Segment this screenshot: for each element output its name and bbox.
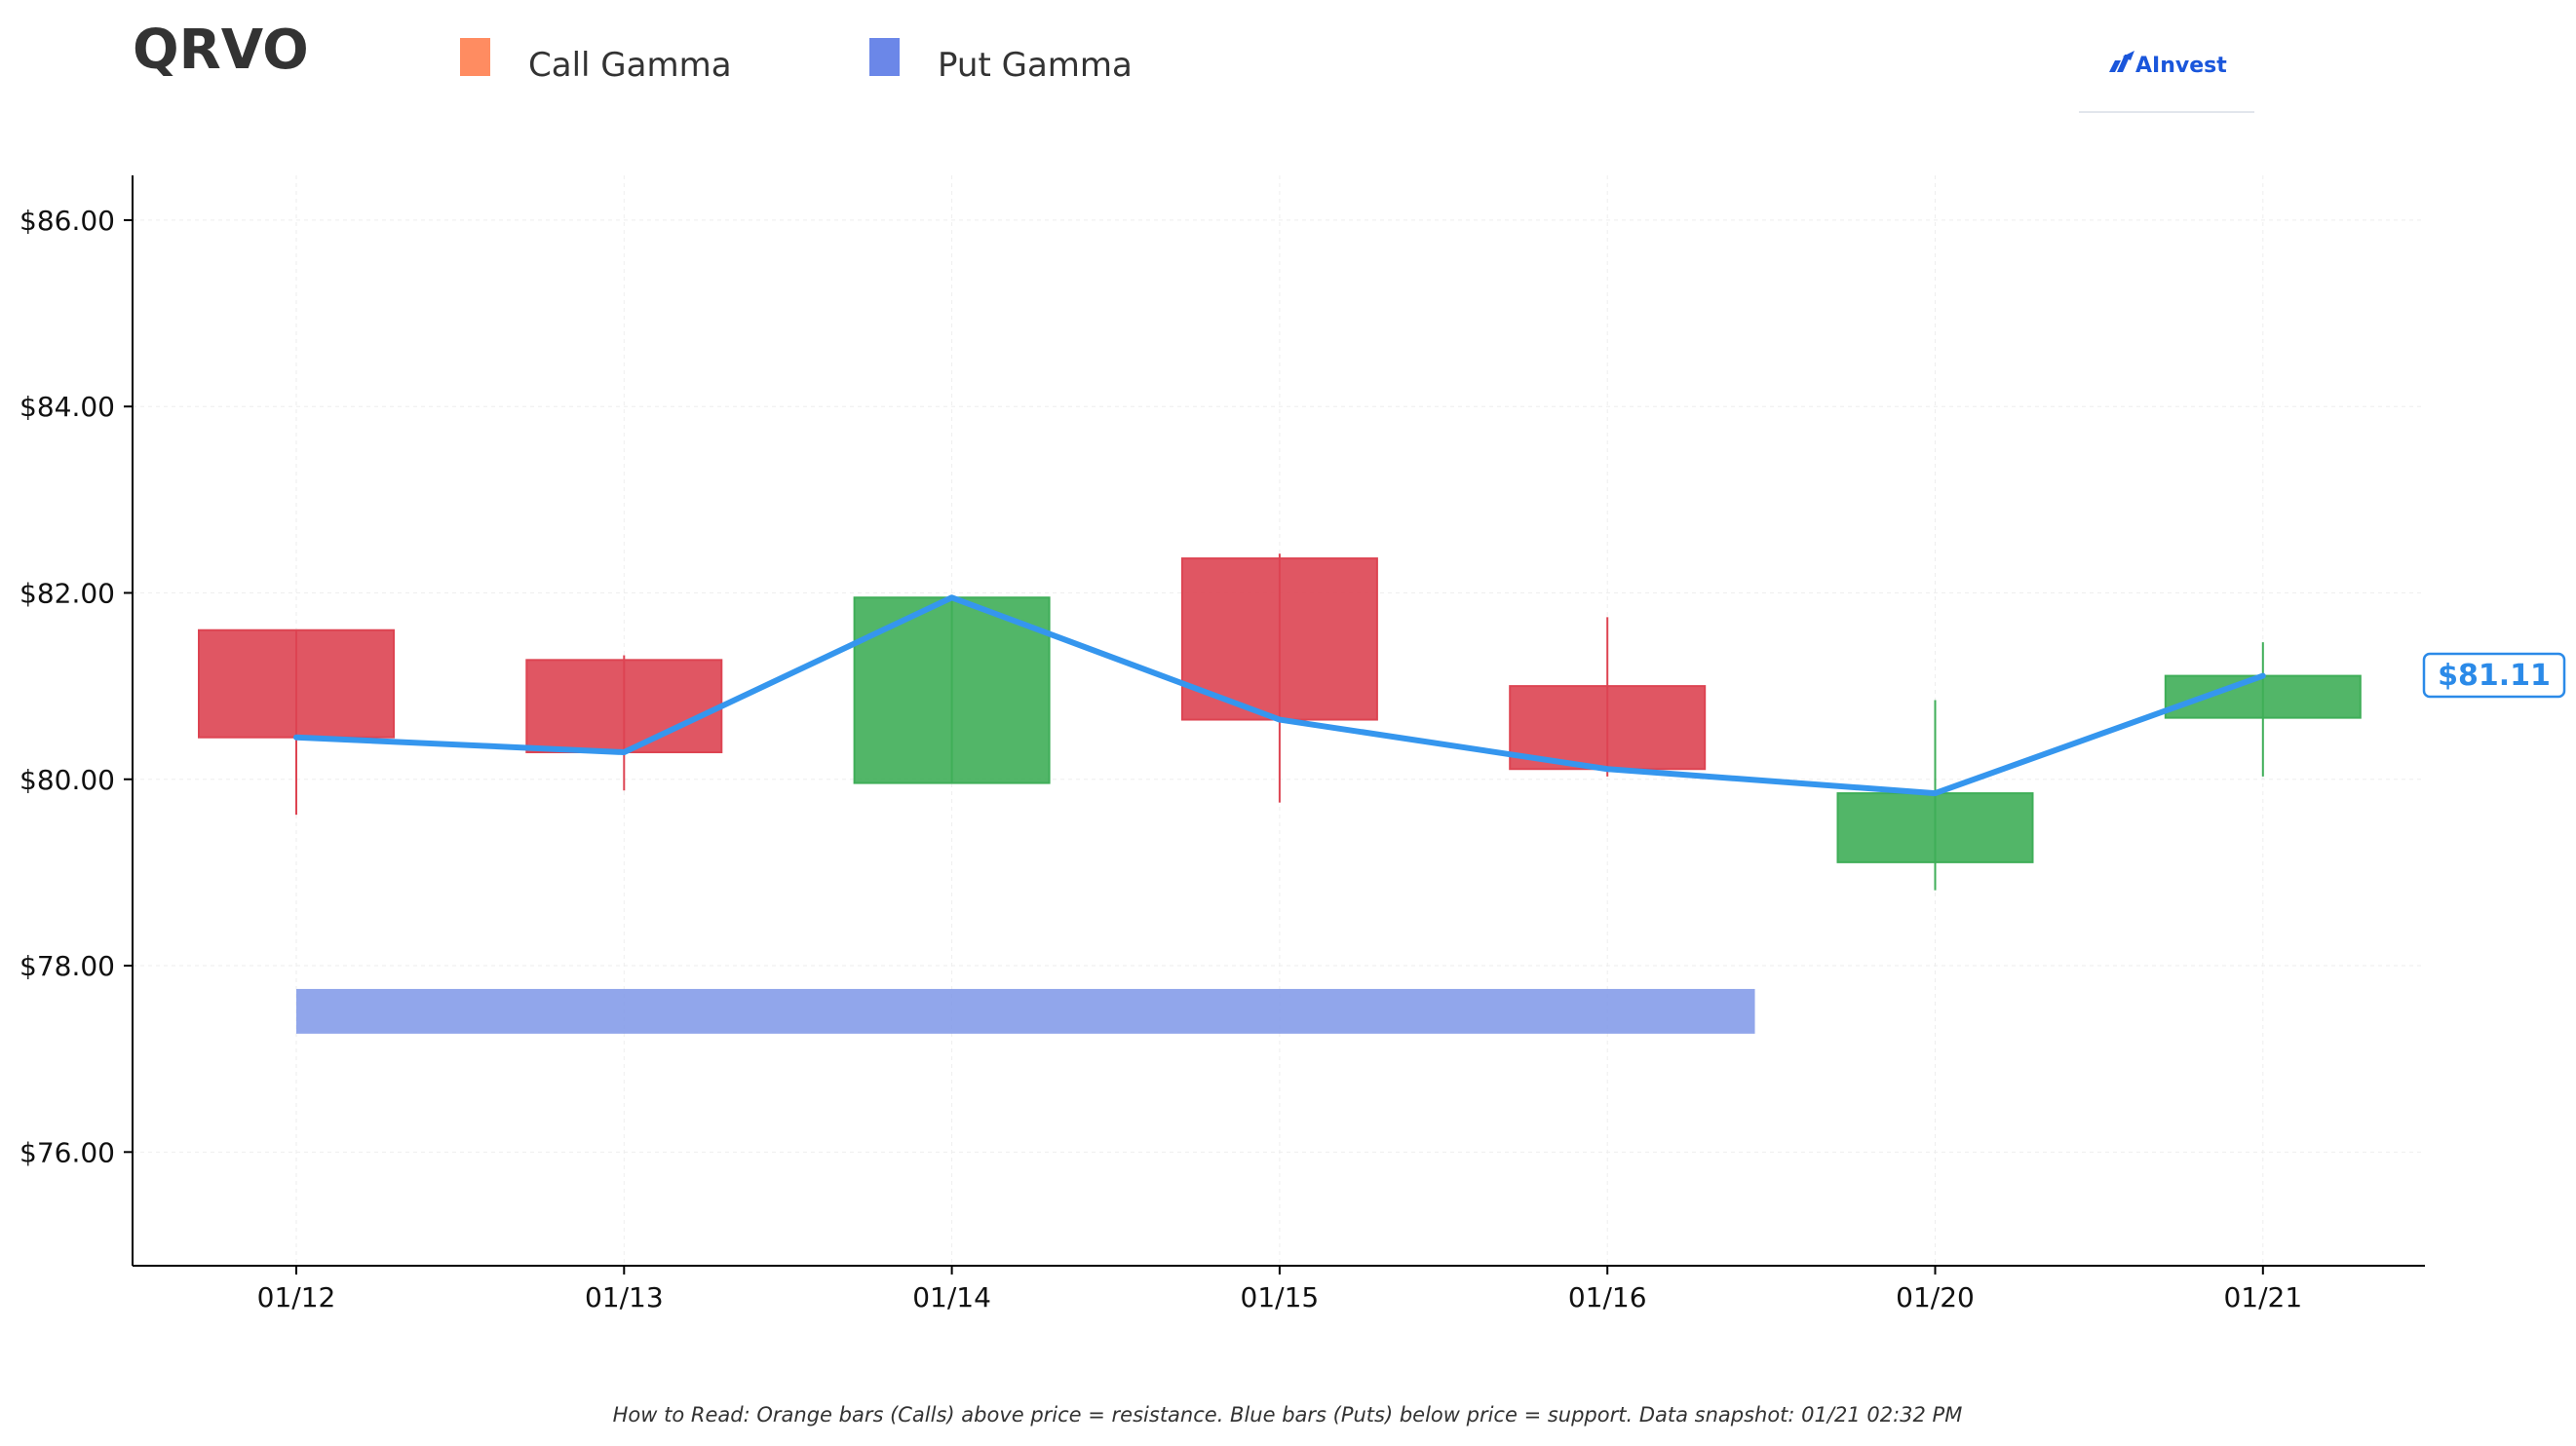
candle-body	[198, 628, 395, 739]
current-price-tag: $81.11	[2422, 652, 2566, 699]
brand-logo: AInvest	[2079, 51, 2254, 113]
close-line	[293, 594, 2266, 797]
candle-body	[1836, 792, 2034, 863]
candle-01-16	[1509, 617, 1707, 777]
ticker-title: QRVO	[133, 19, 309, 82]
put-gamma-legend-label: Put Gamma	[938, 46, 1133, 85]
y-tick-label: $80.00	[19, 764, 115, 796]
candle-body	[525, 659, 723, 754]
candle-body	[1509, 685, 1707, 771]
x-tick-label: 01/14	[912, 1281, 991, 1313]
candle-01-21	[2164, 642, 2362, 777]
x-tick-label: 01/21	[2223, 1281, 2302, 1313]
x-tick-label: 01/12	[257, 1281, 336, 1313]
x-tick-label: 01/13	[585, 1281, 664, 1313]
brand-name: AInvest	[2135, 54, 2227, 78]
close-price-line	[293, 594, 2266, 797]
x-tick-label: 01/15	[1241, 1281, 1320, 1313]
y-tick-label: $82.00	[19, 577, 115, 609]
legend: Call Gamma Put Gamma	[460, 38, 1133, 85]
put-gamma-zones	[296, 988, 1755, 1034]
candle-body	[2164, 674, 2362, 719]
candlesticks	[198, 553, 2362, 891]
candle-01-13	[525, 655, 723, 791]
x-tick-label: 01/20	[1896, 1281, 1975, 1313]
y-tick-label: $84.00	[19, 391, 115, 423]
put-gamma-bar	[296, 988, 1755, 1034]
candle-01-15	[1180, 553, 1378, 803]
tick-labels: $76.00 $78.00 $80.00 $82.00 $84.00 $86.00 01/1…	[19, 205, 2302, 1313]
footnote: How to Read: Orange bars (Calls) above p…	[613, 1403, 1963, 1427]
candle-01-12	[198, 628, 395, 816]
y-tick-label: $78.00	[19, 950, 115, 982]
put-gamma-legend-swatch	[869, 38, 900, 76]
call-gamma-legend-label: Call Gamma	[528, 46, 732, 85]
current-price-label: $81.11	[2438, 659, 2551, 693]
ainvest-logo-icon	[2109, 51, 2134, 72]
x-tick-label: 01/16	[1568, 1281, 1647, 1313]
y-tick-label: $76.00	[19, 1136, 115, 1168]
y-tick-label: $86.00	[19, 205, 115, 237]
current-price-box	[2422, 652, 2566, 699]
call-gamma-legend-swatch	[460, 38, 490, 76]
